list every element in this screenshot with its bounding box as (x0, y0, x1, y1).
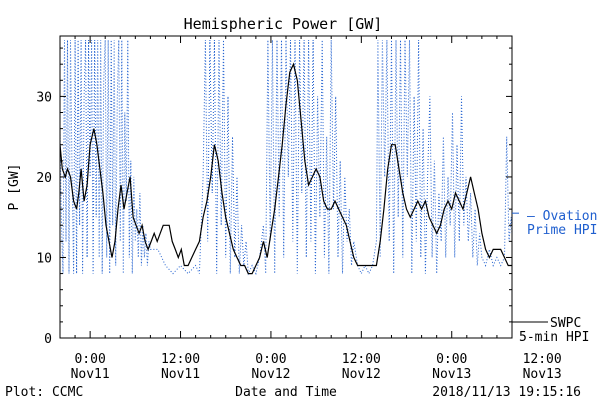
y-tick-label: 10 (36, 251, 52, 266)
x-tick-time-label: 12:00 (342, 352, 381, 367)
plot-credit: Plot: CCMC (5, 385, 83, 400)
y-tick-label: 30 (36, 90, 52, 105)
y-tick-label: 0 (44, 332, 52, 347)
series-group (60, 39, 512, 276)
series-layer (60, 39, 512, 276)
legend-ovation-label-line1: — Ovation (527, 209, 597, 224)
x-tick-date-label: Nov12 (251, 367, 290, 382)
x-tick-date-label: Nov12 (342, 367, 381, 382)
x-tick-time-label: 0:00 (436, 352, 467, 367)
chart-title: Hemispheric Power [GW] (184, 15, 383, 33)
swpc-hpi-line (60, 62, 512, 275)
y-tick-label: 20 (36, 171, 52, 186)
x-tick-date-label: Nov11 (71, 367, 110, 382)
x-tick-time-label: 12:00 (523, 352, 562, 367)
ovation-prime-hpi-line (60, 39, 512, 276)
x-tick-date-label: Nov13 (523, 367, 562, 382)
y-axis-label: P [GW] (7, 164, 22, 211)
x-axis-label: Date and Time (235, 385, 337, 400)
x-tick-date-label: Nov13 (432, 367, 471, 382)
legend-swpc-label-line1: SWPC (550, 316, 581, 331)
legend-swpc-label-line2: 5-min HPI (519, 330, 589, 345)
x-tick-time-label: 12:00 (161, 352, 200, 367)
legend-ovation-label-line2: Prime HPI (527, 223, 597, 238)
x-tick-time-label: 0:00 (74, 352, 105, 367)
plot-timestamp: 2018/11/13 19:15:16 (432, 385, 581, 400)
x-tick-date-label: Nov11 (161, 367, 200, 382)
axes-layer: 01020300:00Nov1112:00Nov110:00Nov1212:00… (36, 36, 562, 382)
x-tick-time-label: 0:00 (255, 352, 286, 367)
